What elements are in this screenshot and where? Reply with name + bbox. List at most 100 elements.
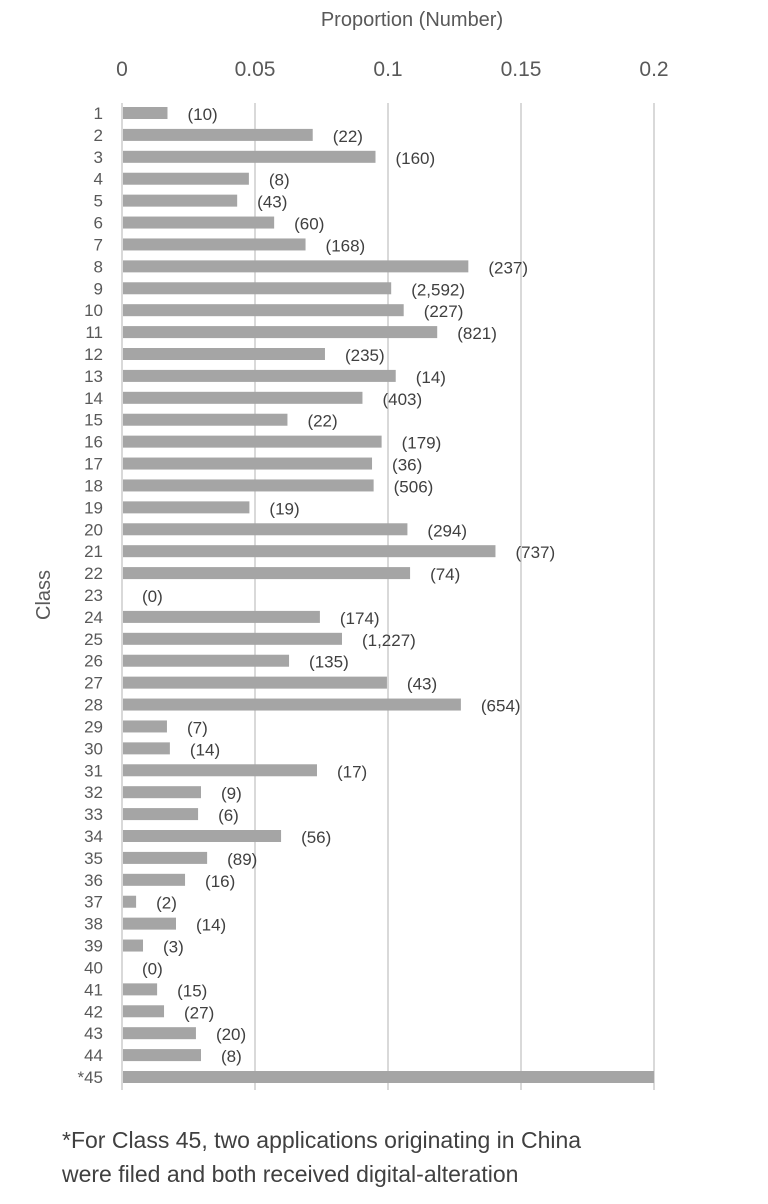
data-label: (8)	[221, 1047, 242, 1066]
gridlines	[121, 103, 655, 1090]
data-label: (3)	[163, 938, 184, 957]
data-label: (403)	[382, 390, 422, 409]
bar	[123, 808, 199, 821]
data-label: (235)	[345, 346, 385, 365]
category-label: 27	[84, 674, 103, 693]
data-label: (74)	[430, 565, 460, 584]
bar	[123, 348, 325, 360]
bar	[123, 698, 461, 711]
data-label: (174)	[340, 609, 380, 628]
bar	[123, 326, 438, 339]
x-tick-label: 0.15	[501, 58, 542, 81]
category-label: 13	[84, 367, 103, 386]
data-label: (14)	[190, 740, 220, 759]
data-label: (20)	[216, 1025, 246, 1044]
bar	[123, 1071, 654, 1083]
bar	[123, 742, 170, 755]
bar	[123, 172, 249, 185]
bar	[123, 939, 144, 952]
x-tick-label: 0.05	[235, 58, 276, 81]
bar	[123, 545, 496, 558]
bar	[123, 610, 320, 623]
category-label: 16	[84, 433, 103, 452]
bar	[123, 1005, 165, 1018]
bar	[123, 523, 408, 536]
category-label: 12	[84, 345, 103, 364]
category-label: 25	[84, 630, 103, 649]
x-tick-label: 0.1	[373, 58, 402, 81]
bar	[123, 128, 313, 141]
category-label: 32	[84, 783, 103, 802]
bar	[123, 764, 317, 777]
data-label: (0)	[142, 587, 163, 606]
data-label: (27)	[184, 1003, 214, 1022]
data-label: (227)	[424, 302, 464, 321]
bar	[123, 194, 238, 207]
data-label: (135)	[309, 653, 349, 672]
category-label: 6	[94, 214, 103, 233]
category-label: 23	[84, 586, 103, 605]
category-label: 11	[85, 323, 103, 342]
bar	[123, 413, 288, 426]
category-label: 41	[84, 980, 103, 999]
data-label: (10)	[187, 105, 217, 124]
bar	[123, 238, 306, 251]
bar	[123, 282, 392, 295]
category-label: 26	[84, 652, 103, 671]
category-label: 2	[94, 126, 103, 145]
x-axis-title: Proportion (Number)	[321, 9, 503, 31]
bar	[123, 786, 202, 799]
bar	[123, 632, 342, 645]
bar	[123, 1049, 202, 1062]
data-label: (179)	[402, 434, 442, 453]
category-label: 14	[84, 389, 103, 408]
bar	[123, 851, 208, 864]
data-label: (14)	[416, 368, 446, 387]
bar	[123, 479, 374, 492]
category-label: 34	[84, 827, 103, 846]
data-label: (2,592)	[411, 280, 465, 299]
category-label: 22	[84, 564, 103, 583]
category-label: 7	[94, 235, 103, 254]
data-label: (294)	[427, 521, 467, 540]
data-label: (15)	[177, 981, 207, 1000]
bar	[123, 391, 363, 404]
category-label: 44	[84, 1046, 103, 1065]
category-label: 19	[84, 498, 103, 517]
x-tick-label: 0	[116, 58, 128, 81]
bar	[123, 895, 137, 908]
bar	[123, 501, 250, 514]
y-axis-title: Class	[33, 570, 55, 620]
bar	[123, 435, 382, 448]
bar	[123, 107, 168, 119]
bar	[123, 150, 376, 163]
category-label: 29	[84, 717, 103, 736]
bar	[123, 567, 411, 580]
data-label: (654)	[481, 697, 521, 716]
category-label: 43	[84, 1024, 103, 1043]
bar	[123, 720, 167, 733]
category-label: 4	[94, 170, 103, 189]
category-label: 10	[84, 301, 103, 320]
x-tick-label: 0.2	[639, 58, 668, 81]
category-label: 9	[94, 279, 103, 298]
data-label: (737)	[515, 543, 555, 562]
data-label: (506)	[394, 477, 434, 496]
category-label: 20	[84, 520, 103, 539]
bar	[123, 457, 373, 470]
category-label: *45	[77, 1068, 103, 1087]
category-label: 18	[84, 476, 103, 495]
bar	[123, 873, 186, 886]
data-label: (60)	[294, 215, 324, 234]
data-label: (8)	[269, 171, 290, 190]
bar	[123, 676, 387, 689]
category-label: 1	[94, 104, 103, 123]
category-label: 15	[84, 411, 103, 430]
data-label: (22)	[307, 412, 337, 431]
data-label: (1,227)	[362, 631, 416, 650]
x-tick-labels: 0 0.05 0.1 0.15 0.2	[116, 58, 668, 81]
data-labels: (10) (22) (160) (8) (43) (60)(168) (237) (2,592…	[142, 105, 555, 1066]
data-label: (22)	[333, 127, 363, 146]
data-label: (89)	[227, 850, 257, 869]
bar	[123, 369, 396, 382]
